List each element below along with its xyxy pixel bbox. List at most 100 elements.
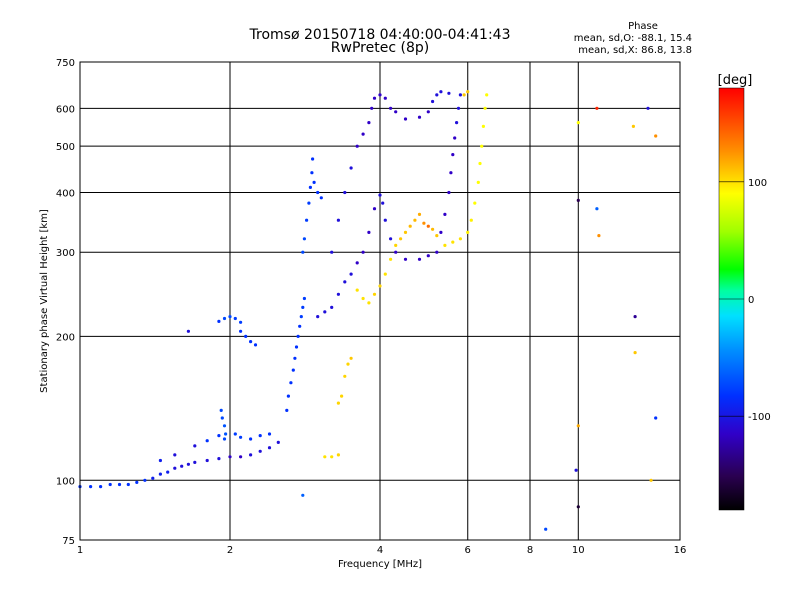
phase-mean-x: mean, sd,X: 86.8, 13.8 (578, 45, 692, 56)
data-point (173, 466, 177, 470)
data-point (417, 212, 422, 216)
x-tick-label: 8 (527, 545, 533, 556)
data-point (239, 435, 243, 439)
y-tick-label: 400 (56, 188, 75, 199)
data-point (186, 462, 190, 466)
data-point (294, 345, 299, 349)
data-point (249, 340, 253, 344)
data-point (361, 250, 365, 254)
data-point (228, 315, 232, 319)
data-point (443, 243, 447, 247)
data-point (310, 171, 314, 175)
x-tick-label: 16 (674, 545, 687, 556)
data-point (180, 464, 184, 468)
data-point (349, 166, 353, 170)
data-point (361, 296, 365, 301)
data-point (383, 96, 387, 100)
y-axis-label: Stationary phase Virtual Height [km] (39, 209, 50, 393)
data-point (340, 394, 344, 398)
data-point (193, 460, 197, 464)
data-point (233, 316, 237, 321)
data-point (330, 305, 334, 309)
data-point (361, 132, 365, 136)
data-point (220, 416, 224, 420)
data-point (305, 218, 309, 222)
data-point (455, 121, 459, 125)
data-point (481, 124, 485, 128)
data-point (389, 237, 393, 241)
data-point (296, 334, 300, 338)
data-point (244, 334, 248, 338)
data-point (576, 198, 580, 202)
data-point (217, 434, 221, 438)
data-point (330, 250, 334, 254)
data-point (316, 315, 320, 319)
data-point (217, 457, 221, 461)
x-tick-label: 4 (377, 545, 383, 556)
data-point (394, 110, 398, 114)
data-point (316, 190, 320, 195)
data-point (426, 254, 430, 258)
data-point (478, 161, 482, 166)
data-point (239, 329, 243, 333)
x-tick-labels: 1 2 4 6 8 10 16 (77, 545, 687, 556)
data-point (378, 193, 382, 197)
data-point (158, 458, 162, 463)
colorbar-tick-label: 0 (748, 295, 754, 306)
data-point (205, 458, 209, 463)
data-point (633, 315, 637, 319)
data-point (349, 356, 353, 360)
data-point (378, 284, 382, 288)
y-tick-label: 100 (56, 476, 75, 487)
y-tick-labels: 75 100 200 300 400 500 600 750 (56, 58, 75, 547)
data-point (466, 230, 470, 234)
data-point (89, 485, 93, 489)
x-tick-label: 6 (465, 545, 471, 556)
data-point (253, 343, 258, 347)
chart-subtitle: RwPretec (8p) (331, 40, 429, 56)
plot-frame (79, 61, 681, 541)
data-point (389, 257, 393, 261)
data-point (649, 478, 653, 482)
data-point (308, 185, 312, 189)
data-point (276, 440, 280, 444)
chart-title: Tromsø 20150718 04:40:00-04:41:43 (249, 27, 511, 43)
data-point (349, 272, 353, 276)
data-point (301, 250, 305, 254)
data-point (426, 110, 430, 114)
data-point (483, 106, 487, 110)
data-point (443, 212, 447, 216)
data-point (367, 230, 371, 234)
data-point (597, 234, 601, 238)
data-point (267, 432, 272, 436)
y-tick-label: 200 (56, 332, 75, 343)
data-point (319, 196, 323, 200)
data-point (383, 272, 387, 276)
colorbar-label: [deg] (718, 73, 753, 88)
x-tick-label: 2 (227, 545, 233, 556)
data-point (485, 93, 489, 97)
data-point (435, 250, 439, 254)
data-point (355, 261, 359, 265)
data-point (574, 468, 578, 472)
data-point (447, 190, 451, 195)
data-point (473, 201, 477, 205)
data-point (301, 305, 305, 309)
data-point (469, 218, 473, 222)
data-point (399, 237, 403, 241)
data-point (99, 485, 103, 489)
data-point (458, 93, 462, 97)
y-tick-label: 300 (56, 248, 75, 259)
data-point (370, 106, 374, 110)
data-point (403, 257, 408, 261)
colorbar-tick-label: 100 (748, 178, 767, 189)
data-point (439, 90, 443, 94)
y-tick-label: 750 (56, 58, 75, 69)
colorbar-ticks: 100 0 -100 (719, 178, 771, 423)
data-point (633, 351, 637, 355)
data-point (258, 434, 262, 438)
colorbar-tick-label: -100 (748, 412, 771, 423)
data-point (408, 224, 412, 228)
data-point (166, 470, 170, 474)
